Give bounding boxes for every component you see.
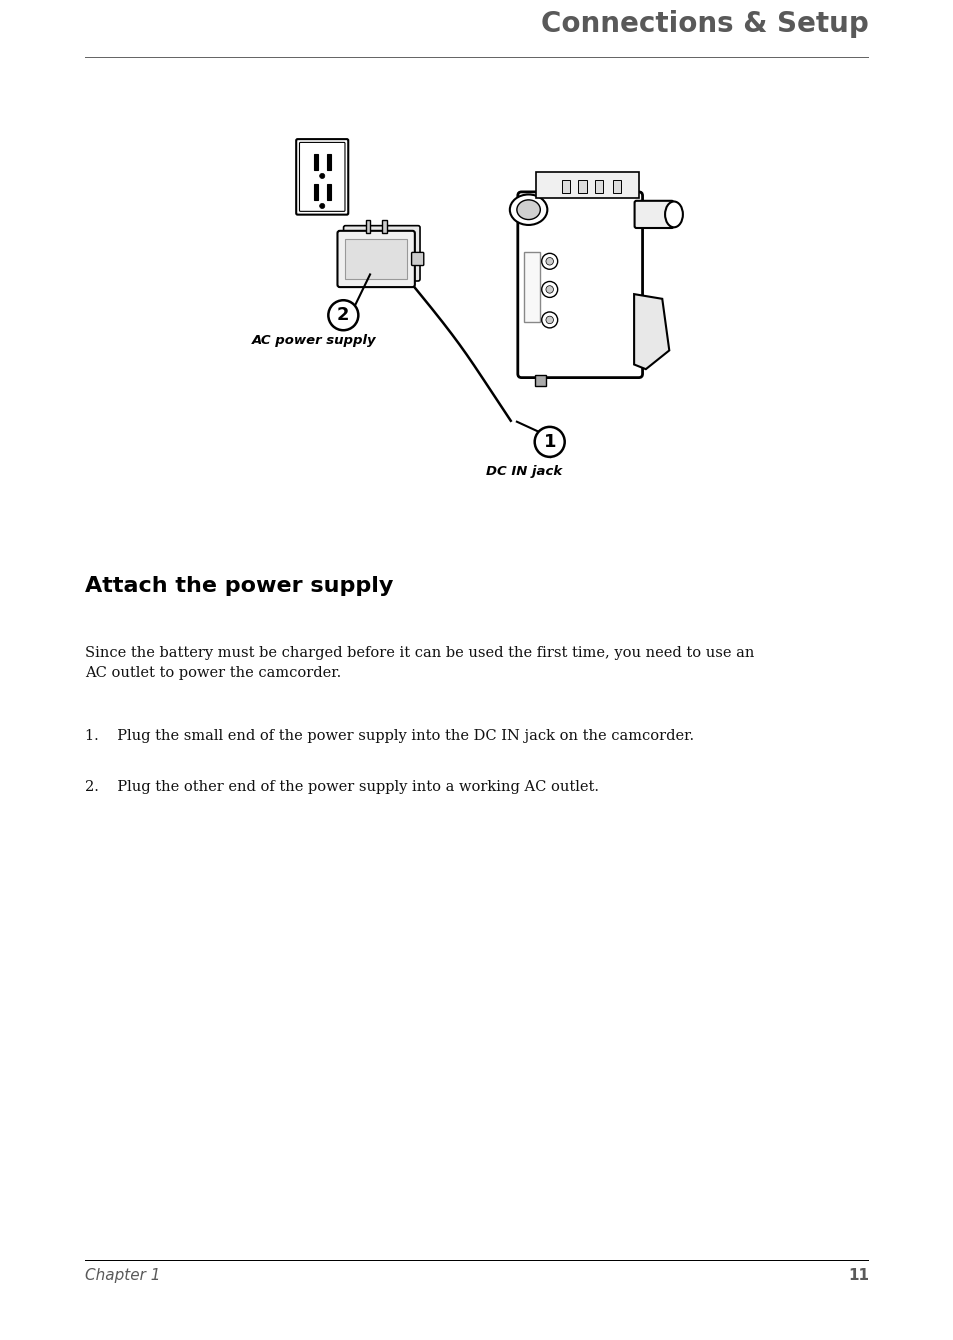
Bar [523,252,539,322]
Bar [314,184,317,200]
Circle shape [534,427,564,457]
Circle shape [545,316,553,324]
Bar [314,154,317,170]
Text: DC IN jack: DC IN jack [485,465,561,478]
Text: Connections & Setup: Connections & Setup [540,9,868,38]
FancyBboxPatch shape [634,201,673,228]
FancyBboxPatch shape [343,225,419,281]
FancyBboxPatch shape [337,230,415,287]
Circle shape [541,281,558,297]
Text: AC power supply: AC power supply [252,334,376,347]
Bar [365,220,370,233]
Circle shape [545,285,553,293]
Circle shape [328,300,358,330]
Bar [561,180,570,193]
Text: 1.    Plug the small end of the power supply into the DC IN jack on the camcorde: 1. Plug the small end of the power suppl… [85,729,694,742]
Bar [578,180,586,193]
Polygon shape [634,295,669,370]
Text: 2.    Plug the other end of the power supply into a working AC outlet.: 2. Plug the other end of the power suppl… [85,780,598,793]
Bar [382,220,386,233]
Circle shape [319,204,324,209]
Ellipse shape [664,201,682,228]
FancyBboxPatch shape [517,192,642,378]
Ellipse shape [509,194,547,225]
Bar [327,184,331,200]
Text: Attach the power supply: Attach the power supply [85,576,393,596]
Circle shape [319,173,324,178]
Text: 11: 11 [847,1268,868,1282]
Circle shape [541,253,558,269]
Bar [594,180,602,193]
Text: Since the battery must be charged before it can be used the first time, you need: Since the battery must be charged before… [85,646,754,681]
Bar [535,172,639,198]
FancyBboxPatch shape [299,142,345,212]
Text: 1: 1 [543,433,556,450]
Bar [534,375,545,386]
Ellipse shape [517,200,539,220]
FancyBboxPatch shape [411,252,423,265]
Bar [612,180,620,193]
Bar [345,239,407,279]
Text: Chapter 1: Chapter 1 [85,1268,160,1282]
Circle shape [545,257,553,265]
Text: 2: 2 [336,307,349,324]
FancyBboxPatch shape [295,139,348,214]
Circle shape [541,312,558,328]
Bar [327,154,331,170]
